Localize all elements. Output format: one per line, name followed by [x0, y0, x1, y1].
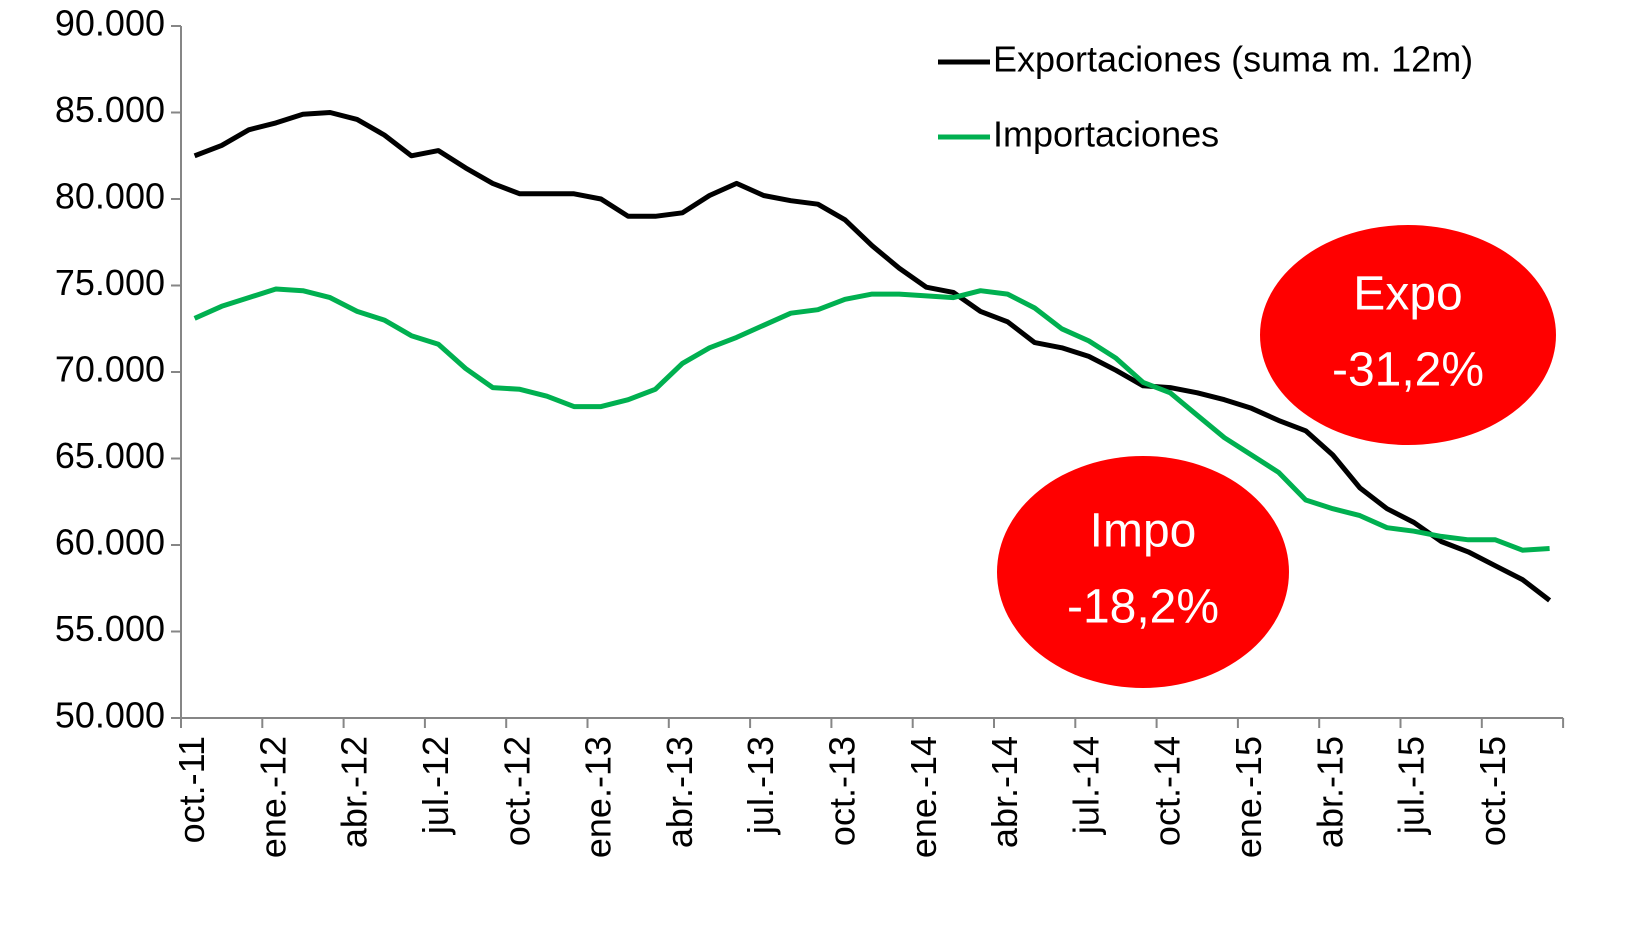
y-tick-label: 50.000: [55, 695, 165, 736]
x-tick-label: oct.-15: [1472, 736, 1513, 846]
y-tick-label: 70.000: [55, 349, 165, 390]
series-line: [193, 286, 1550, 553]
y-tick-label: 60.000: [55, 522, 165, 563]
x-tick-label: ene.-13: [578, 736, 619, 858]
annotation-text: -18,2%: [1067, 581, 1219, 634]
x-tick-label: oct.-14: [1147, 736, 1188, 846]
annotation-bubble: [1260, 225, 1556, 445]
x-tick-label: jul.-13: [740, 736, 781, 835]
x-tick-label: oct.-11: [171, 736, 212, 843]
x-tick-label: abr.-13: [659, 736, 700, 848]
annotation-text: Expo: [1353, 268, 1462, 321]
y-tick-label: 90.000: [55, 3, 165, 44]
y-tick-label: 80.000: [55, 176, 165, 217]
y-tick-label: 85.000: [55, 89, 165, 130]
annotation-text: Impo: [1090, 505, 1197, 558]
x-tick-label: oct.-12: [496, 736, 537, 846]
y-tick-label: 75.000: [55, 262, 165, 303]
y-tick-label: 55.000: [55, 608, 165, 649]
x-tick-label: ene.-15: [1228, 736, 1269, 858]
x-tick-label: abr.-15: [1309, 736, 1350, 848]
x-tick-label: ene.-14: [903, 736, 944, 858]
series-line: [193, 110, 1552, 603]
annotation-bubble: [997, 456, 1289, 688]
x-tick-label: abr.-14: [984, 736, 1025, 848]
x-tick-label: abr.-12: [334, 736, 375, 848]
legend-label: Exportaciones (suma m. 12m): [993, 39, 1473, 80]
x-tick-label: oct.-13: [821, 736, 862, 846]
annotation-text: -31,2%: [1332, 344, 1484, 397]
y-tick-label: 65.000: [55, 435, 165, 476]
x-tick-label: jul.-15: [1391, 736, 1432, 835]
x-tick-label: jul.-12: [415, 736, 456, 835]
x-tick-label: jul.-14: [1065, 736, 1106, 835]
x-tick-label: ene.-12: [252, 736, 293, 858]
legend-label: Importaciones: [993, 114, 1219, 155]
